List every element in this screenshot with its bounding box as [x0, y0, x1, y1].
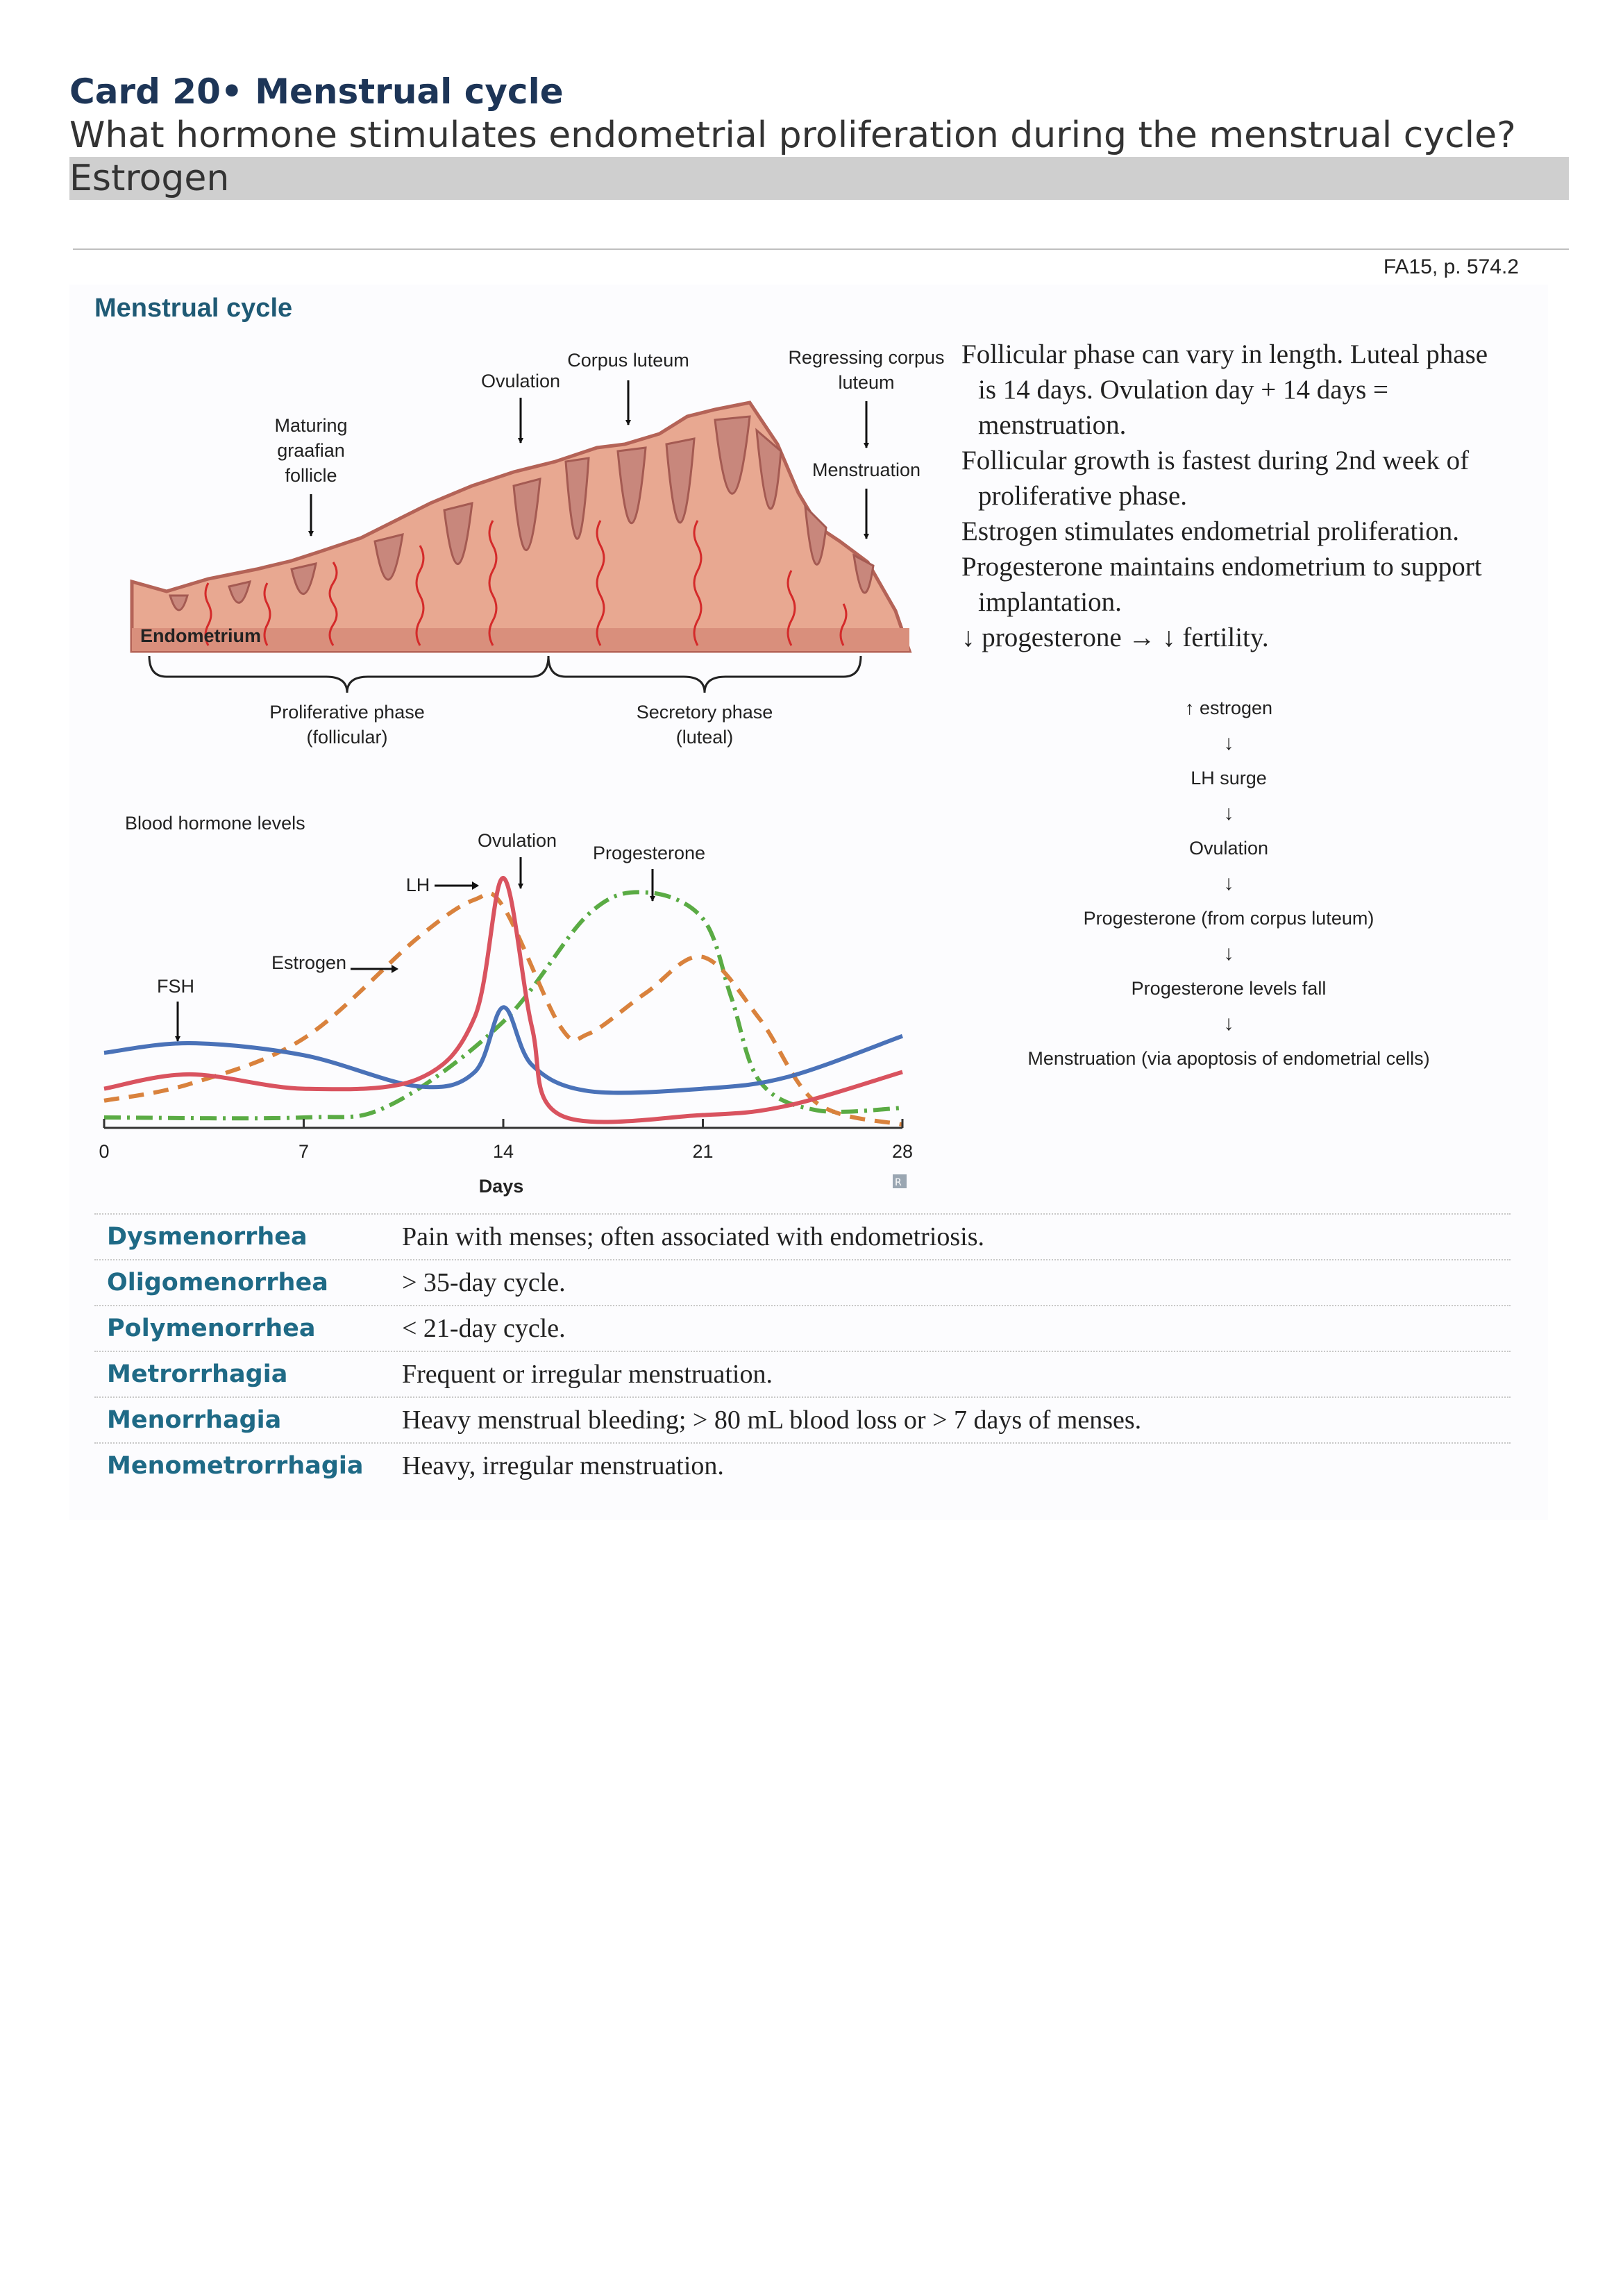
- definition-term: Menometrorrhagia: [107, 1452, 364, 1480]
- progesterone-series-line: [103, 890, 903, 1121]
- flow-step: LH surge: [1191, 768, 1267, 788]
- svg-text:R: R: [895, 1177, 902, 1188]
- flow-step: ↑ estrogen: [1184, 698, 1273, 718]
- definition-row: Menometrorrhagia Heavy, irregular menstr…: [94, 1442, 1511, 1488]
- glands: [168, 415, 875, 611]
- card-header: Card 20• Menstrual cycle What hormone st…: [69, 69, 1569, 200]
- maturing-label-3: follicle: [285, 465, 337, 486]
- definition-term: Dysmenorrhea: [107, 1223, 308, 1251]
- maturing-label-2: graafian: [277, 440, 345, 461]
- definition-text: Pain with menses; often associated with …: [402, 1222, 985, 1251]
- note-item: Progesterone maintains endometrium to su…: [961, 552, 1482, 617]
- flow-step: Menstruation (via apoptosis of endometri…: [1027, 1048, 1430, 1069]
- menstruation-label: Menstruation: [812, 459, 920, 480]
- down-arrow-icon: ↓: [1223, 872, 1234, 895]
- proliferative-brace: [148, 655, 550, 693]
- lh-series-line: [103, 875, 903, 1124]
- fsh-series-line: [103, 1005, 904, 1095]
- card-question: What hormone stimulates endometrial prol…: [69, 115, 1516, 156]
- down-arrow-icon: ↓: [1223, 1012, 1234, 1035]
- lh-arrowhead: [472, 881, 479, 890]
- card-title: Card 20• Menstrual cycle: [69, 71, 564, 112]
- proliferative-label-1: Proliferative phase: [269, 702, 425, 723]
- definition-text: Heavy menstrual bleeding; > 80 mL blood …: [402, 1406, 1142, 1435]
- card-answer: Estrogen: [69, 157, 1569, 200]
- definition-term: Menorrhagia: [107, 1406, 282, 1434]
- page-reference: FA15, p. 574.2: [1383, 255, 1519, 278]
- x-tick-label: 28: [892, 1141, 913, 1162]
- regressing-label-1: Regressing corpus: [788, 347, 944, 368]
- estrogen-chart-label: Estrogen: [271, 952, 346, 973]
- hormone-chart: Blood hormone levels 0 7 14 21 28 Days Ovula…: [99, 813, 913, 1197]
- x-tick-label: 0: [99, 1141, 109, 1162]
- figure-title: Menstrual cycle: [94, 294, 293, 323]
- definition-row: Polymenorrhea < 21-day cycle.: [94, 1305, 1511, 1351]
- flow-step: Ovulation: [1188, 838, 1269, 859]
- secretory-brace: [547, 655, 862, 693]
- header-divider: [73, 248, 1569, 250]
- note-item: Estrogen stimulates endometrial prolifer…: [961, 516, 1459, 546]
- progesterone-chart-label: Progesterone: [593, 843, 705, 863]
- definition-text: < 21-day cycle.: [402, 1314, 566, 1343]
- definition-row: Metrorrhagia Frequent or irregular menst…: [94, 1351, 1511, 1396]
- x-axis-label: Days: [479, 1176, 524, 1197]
- definition-row: Menorrhagia Heavy menstrual bleeding; > …: [94, 1396, 1511, 1442]
- regressing-label-2: luteum: [838, 372, 894, 393]
- chart-heading: Blood hormone levels: [125, 813, 305, 834]
- figure-panel: [69, 285, 1548, 1520]
- estrogen-arrowhead: [392, 965, 398, 973]
- note-item: ↓ progesterone → ↓ fertility.: [961, 623, 1269, 652]
- definition-row: Dysmenorrhea Pain with menses; often ass…: [94, 1213, 1511, 1259]
- endometrium-base: [132, 628, 909, 651]
- secretory-label-1: Secretory phase: [637, 702, 773, 723]
- tick-layer: 0 7 14 21 28: [99, 1119, 913, 1162]
- flow-step: Progesterone (from corpus luteum): [1083, 908, 1374, 929]
- series-layer: [103, 875, 904, 1127]
- definitions-table: Dysmenorrhea Pain with menses; often ass…: [94, 1213, 1511, 1488]
- ovulation-chart-label: Ovulation: [478, 830, 557, 851]
- ovulation-diagram-label: Ovulation: [481, 371, 560, 391]
- proliferative-label-2: (follicular): [306, 727, 387, 748]
- definition-term: Polymenorrhea: [107, 1315, 316, 1342]
- x-tick-label: 14: [493, 1141, 514, 1162]
- definition-term: Metrorrhagia: [107, 1360, 288, 1388]
- rx-icon: R: [893, 1174, 907, 1188]
- endometrium-diagram: Endometrium Maturing graafian follicle O…: [130, 347, 945, 748]
- x-tick-label: 21: [692, 1141, 713, 1162]
- maturing-label-1: Maturing: [274, 415, 347, 436]
- down-arrow-icon: ↓: [1223, 942, 1234, 965]
- fsh-chart-label: FSH: [157, 976, 194, 997]
- hormone-flow: ↑ estrogen ↓ LH surge ↓ Ovulation ↓ Prog…: [1014, 691, 1444, 1076]
- definition-term: Oligomenorrhea: [107, 1269, 328, 1297]
- note-item: Follicular growth is fastest during 2nd …: [961, 446, 1470, 511]
- secretory-label-2: (luteal): [676, 727, 734, 748]
- corpus-luteum-label: Corpus luteum: [567, 350, 689, 371]
- spiral-arteries: [204, 520, 848, 646]
- endometrium-label: Endometrium: [140, 625, 261, 646]
- lh-chart-label: LH: [406, 875, 430, 895]
- definition-text: Frequent or irregular menstruation.: [402, 1360, 773, 1389]
- definition-row: Oligomenorrhea > 35-day cycle.: [94, 1259, 1511, 1305]
- estrogen-series-line: [103, 891, 903, 1127]
- notes: Follicular phase can vary in length. Lut…: [961, 337, 1510, 655]
- down-arrow-icon: ↓: [1223, 732, 1234, 754]
- note-item: Follicular phase can vary in length. Lut…: [961, 339, 1488, 440]
- x-tick-label: 7: [298, 1141, 309, 1162]
- down-arrow-icon: ↓: [1223, 802, 1234, 825]
- definition-text: Heavy, irregular menstruation.: [402, 1451, 724, 1480]
- flow-step: Progesterone levels fall: [1131, 978, 1327, 999]
- definition-text: > 35-day cycle.: [402, 1268, 566, 1297]
